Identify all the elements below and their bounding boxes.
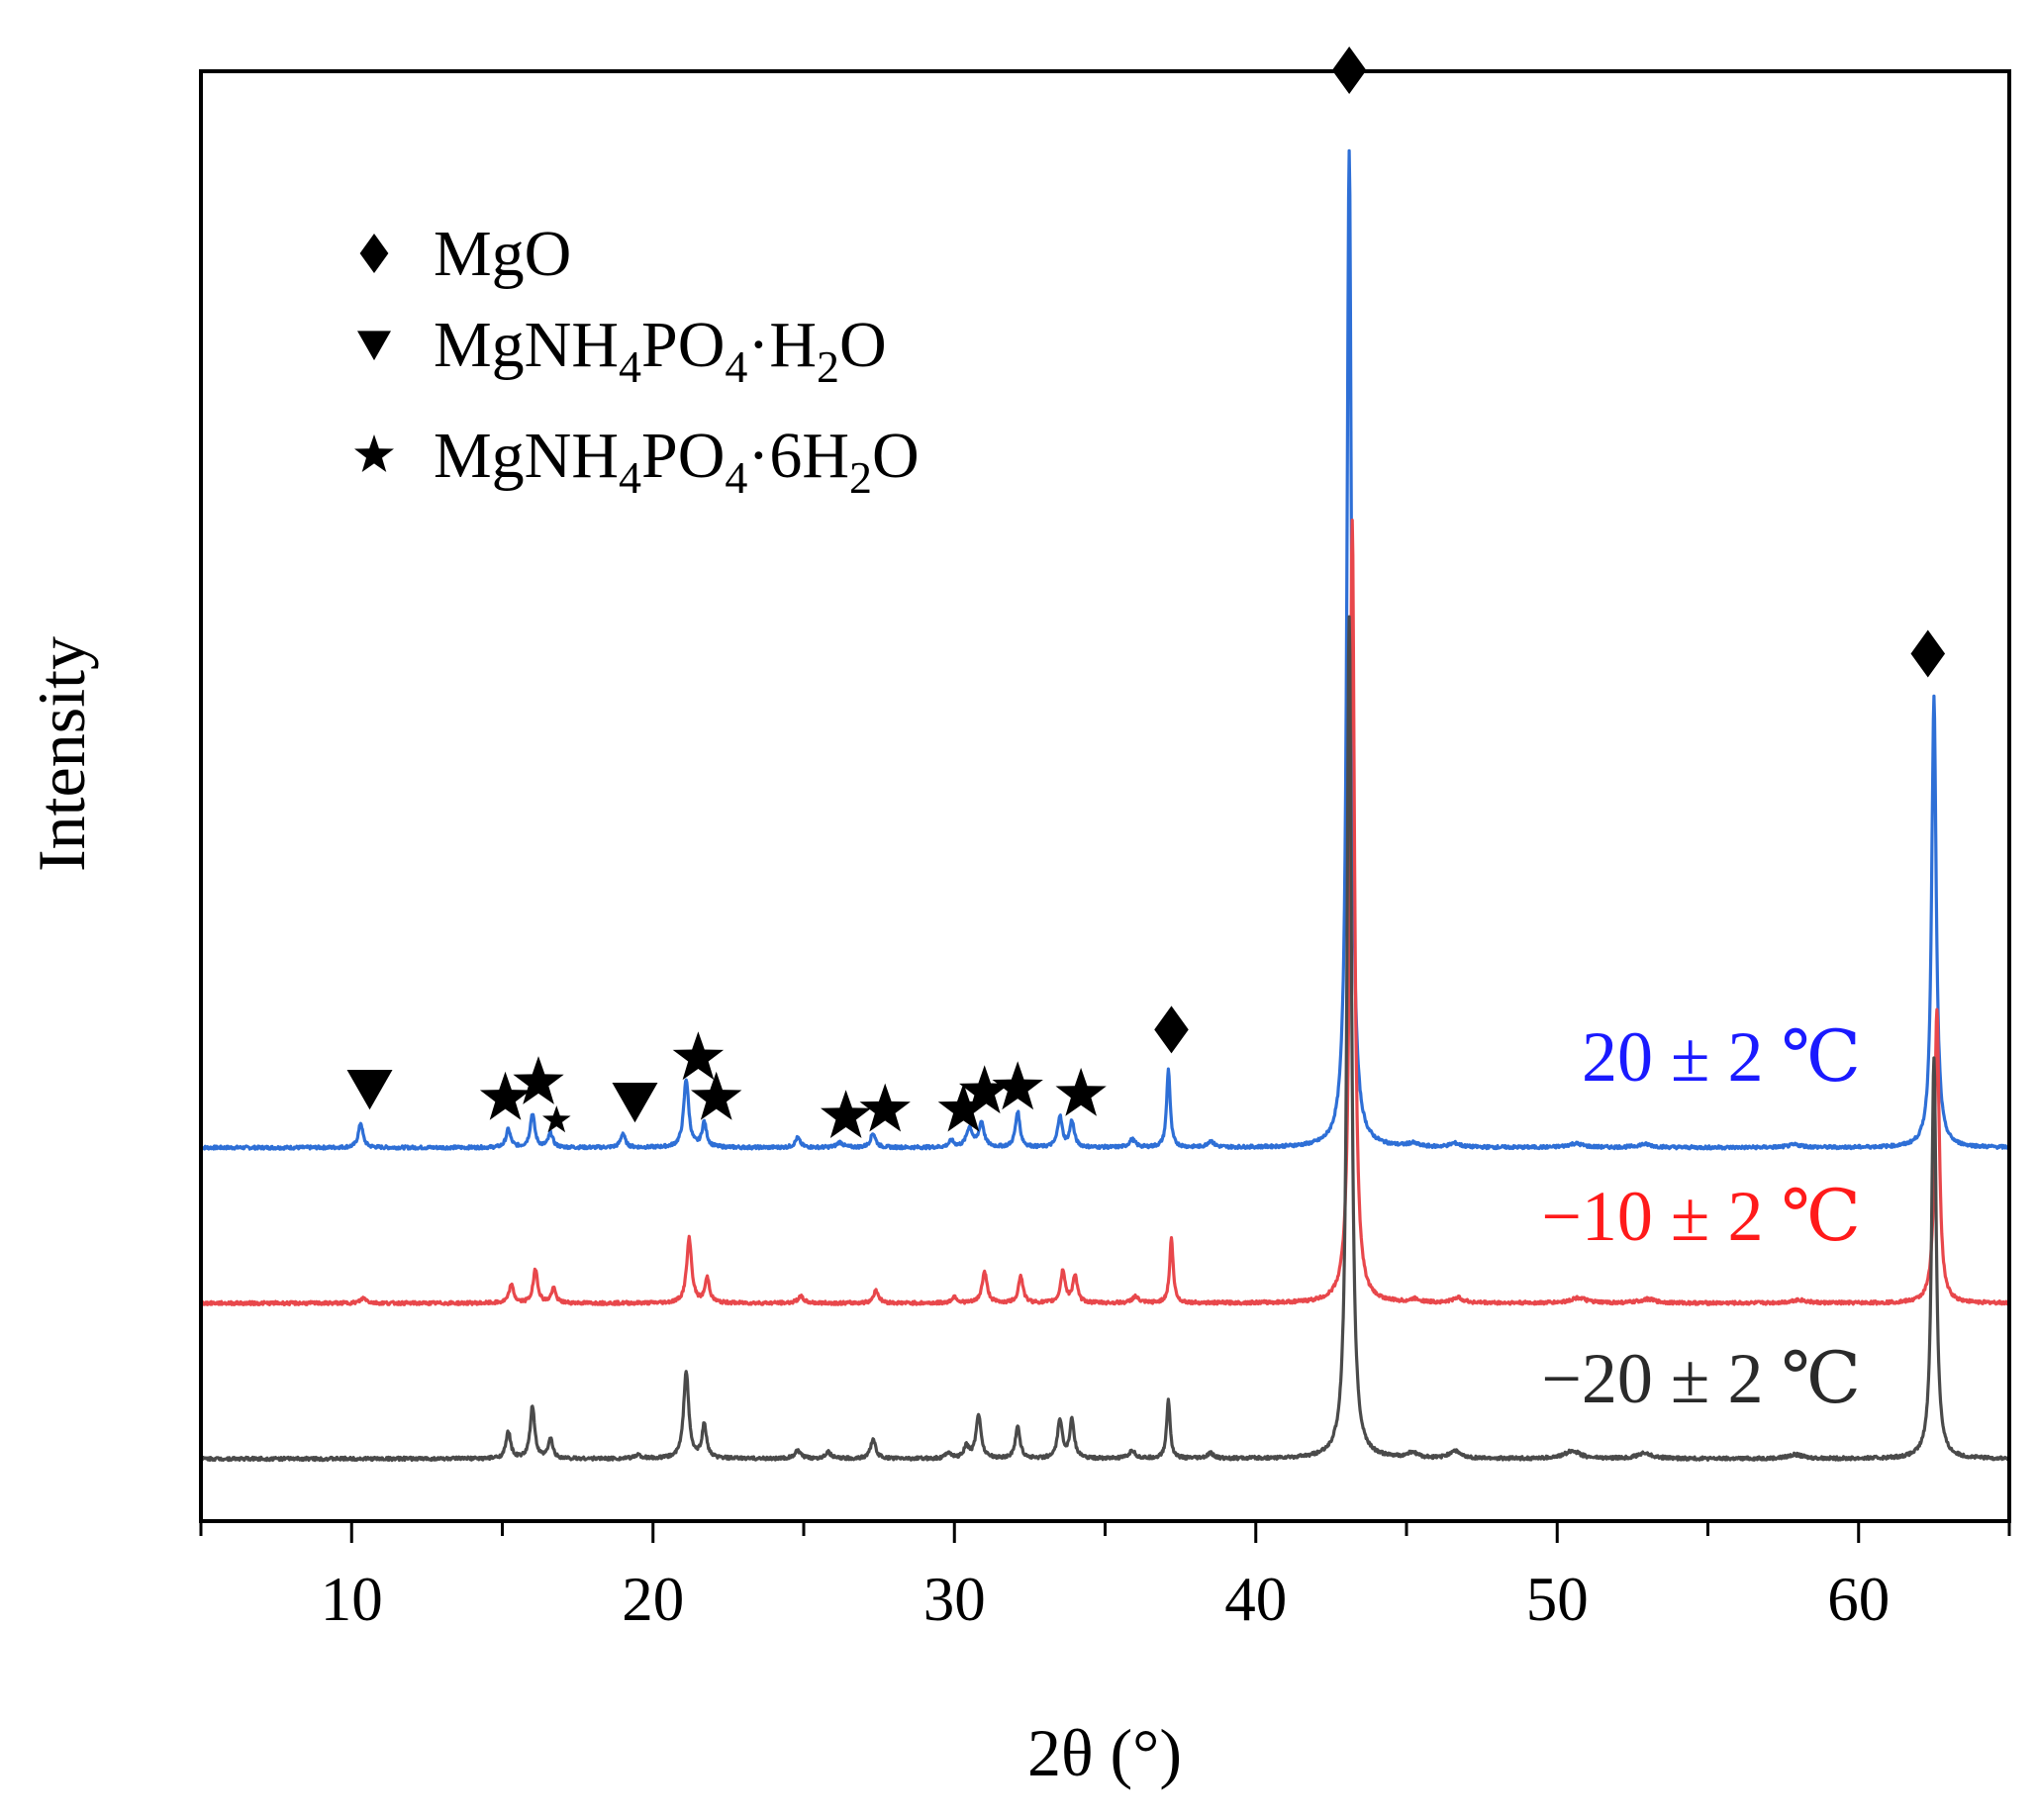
x-tick-label: 40 (1224, 1565, 1287, 1634)
triangle-marker (346, 1069, 393, 1110)
diamond-marker (1154, 1006, 1189, 1054)
legend: MgO MgNH4PO4·H2O MgNH4PO4·6H2O (354, 218, 920, 503)
series-labels: 20 ± 2 ℃ −10 ± 2 ℃ −20 ± 2 ℃ (1541, 1017, 1861, 1418)
star-marker (859, 1083, 911, 1132)
x-tick-label: 10 (321, 1565, 383, 1634)
x-tick-label: 50 (1526, 1565, 1589, 1634)
legend-entry: MgNH4PO4·6H2O (354, 420, 920, 503)
star-marker (513, 1056, 564, 1104)
legend-label: MgO (434, 218, 571, 290)
series-label-2: −10 ± 2 ℃ (1541, 1177, 1861, 1256)
star-marker (992, 1061, 1043, 1110)
legend-entry: MgNH4PO4·H2O (357, 309, 887, 392)
series-line-1 (201, 148, 2009, 1151)
series-line-3 (201, 615, 2009, 1463)
star-marker (542, 1105, 571, 1133)
triangle-marker (612, 1083, 658, 1123)
legend-label: MgNH4PO4·6H2O (434, 420, 920, 503)
y-axis-label: Intensity (24, 636, 99, 872)
x-tick-label: 60 (1827, 1565, 1890, 1634)
star-marker (1055, 1067, 1107, 1116)
series-line-2 (201, 518, 2009, 1307)
series-layer (201, 148, 2009, 1463)
star-icon (354, 434, 394, 472)
star-marker (691, 1071, 742, 1120)
diamond-icon (359, 234, 389, 273)
legend-entry: MgO (359, 218, 571, 290)
x-tick-label: 30 (923, 1565, 986, 1634)
star-marker (672, 1031, 725, 1081)
x-axis-label: 2θ (°) (1027, 1715, 1182, 1790)
diamond-marker (1910, 629, 1946, 678)
triangle-down-icon (357, 331, 391, 361)
x-axis-ticks: 10 20 30 40 50 60 (199, 1521, 2011, 1634)
series-label-1: 20 ± 2 ℃ (1582, 1017, 1861, 1097)
star-marker (959, 1065, 1011, 1114)
x-tick-label: 20 (622, 1565, 684, 1634)
legend-label: MgNH4PO4·H2O (434, 309, 887, 392)
star-marker (937, 1083, 990, 1132)
star-marker (821, 1090, 872, 1138)
series-label-3: −20 ± 2 ℃ (1541, 1339, 1861, 1418)
phase-marker-layer (346, 46, 1946, 1138)
star-marker (479, 1071, 532, 1120)
